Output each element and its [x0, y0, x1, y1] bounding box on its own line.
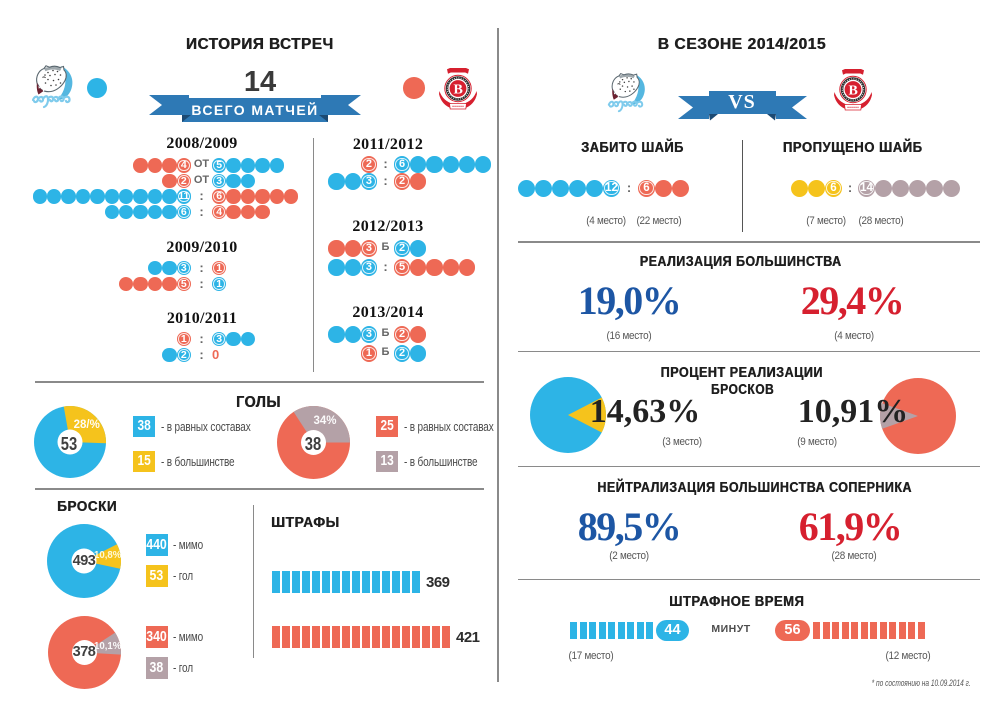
svg-text:В: В: [849, 83, 858, 98]
svg-text:В: В: [454, 82, 463, 97]
